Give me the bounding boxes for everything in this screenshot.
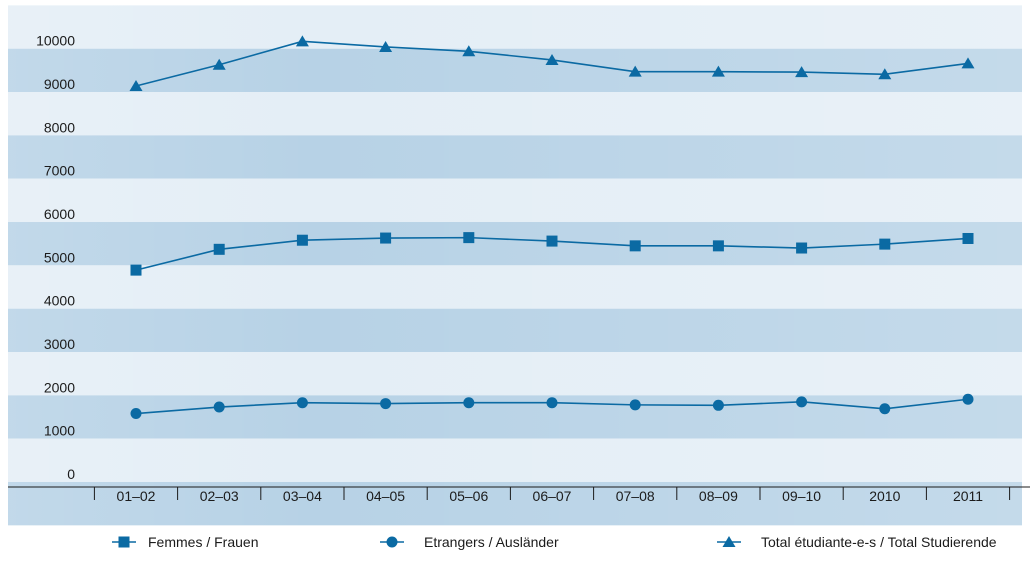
y-axis-tick-labels: 0 1000 2000 3000 4000 5000 6000 7000 8000 9000 100… <box>36 33 75 482</box>
data-point-circle <box>546 397 558 409</box>
x-tick-label: 08–09 <box>699 488 738 504</box>
data-point-circle <box>712 399 724 411</box>
data-point-triangle <box>295 35 309 47</box>
x-tick-label: 07–08 <box>616 488 655 504</box>
legend-item: Etrangers / Ausländer <box>380 534 559 550</box>
y-tick-label: 5000 <box>44 249 75 265</box>
x-tick-label: 04–05 <box>366 488 405 504</box>
y-tick-label: 8000 <box>44 119 75 135</box>
x-tick-label: 05–06 <box>449 488 488 504</box>
legend: Femmes / Frauen Etrangers / Ausländer Tota… <box>112 534 997 550</box>
data-point-square <box>879 238 891 250</box>
data-point-circle <box>796 396 808 408</box>
data-point-square <box>712 240 724 252</box>
data-point-triangle <box>545 53 559 65</box>
data-point-circle <box>629 399 641 411</box>
legend-item: Femmes / Frauen <box>112 534 258 550</box>
x-tick-label: 03–04 <box>283 488 322 504</box>
legend-item: Total étudiante-e-s / Total Studierende <box>717 534 997 550</box>
y-tick-label: 10000 <box>36 33 75 49</box>
legend-marker-triangle-icon <box>722 536 736 547</box>
data-point-square <box>213 243 225 255</box>
data-point-circle <box>296 397 308 409</box>
data-point-circle <box>463 397 475 409</box>
y-tick-label: 7000 <box>44 163 75 179</box>
y-tick-label: 6000 <box>44 206 75 222</box>
data-point-circle <box>380 398 392 410</box>
data-point-triangle <box>961 57 975 69</box>
legend-label: Total étudiante-e-s / Total Studierende <box>761 534 997 550</box>
data-point-triangle <box>129 79 143 91</box>
x-tick-label: 2010 <box>869 488 900 504</box>
data-point-square <box>796 242 808 254</box>
data-point-square <box>546 235 558 247</box>
legend-marker-square-icon <box>118 536 130 548</box>
data-point-square <box>463 232 475 244</box>
data-point-triangle <box>462 45 476 57</box>
x-tick-label: 02–03 <box>200 488 239 504</box>
legend-marker-circle-icon <box>386 536 398 548</box>
data-point-circle <box>879 403 891 415</box>
data-point-circle <box>962 393 974 405</box>
x-tick-label: 2011 <box>953 488 983 504</box>
y-tick-label: 1000 <box>44 423 75 439</box>
data-point-circle <box>130 408 142 420</box>
data-point-square <box>962 232 974 244</box>
y-tick-label: 9000 <box>44 76 75 92</box>
y-tick-label: 4000 <box>44 293 75 309</box>
legend-label: Etrangers / Ausländer <box>424 534 559 550</box>
y-tick-label: 3000 <box>44 336 75 352</box>
y-tick-label: 2000 <box>44 379 75 395</box>
data-point-square <box>130 264 142 276</box>
series-markers <box>129 35 975 420</box>
x-tick-label: 01–02 <box>117 488 156 504</box>
data-point-square <box>629 240 641 252</box>
legend-label: Femmes / Frauen <box>148 534 258 550</box>
data-point-square <box>380 232 392 244</box>
x-tick-label: 06–07 <box>533 488 572 504</box>
data-point-triangle <box>795 66 809 78</box>
data-point-circle <box>213 401 225 413</box>
band-sheen <box>8 5 1022 526</box>
data-point-triangle <box>379 40 393 52</box>
data-point-triangle <box>212 58 226 70</box>
data-point-triangle <box>628 65 642 77</box>
x-axis: 01–02 02–03 03–04 04–05 05–06 06–07 07–08 08–09… <box>8 486 1030 504</box>
x-tick-label: 09–10 <box>782 488 821 504</box>
background-bands <box>8 5 1022 526</box>
data-point-square <box>296 234 308 246</box>
data-point-triangle <box>711 65 725 77</box>
y-tick-label: 0 <box>67 466 75 482</box>
data-point-triangle <box>878 68 892 80</box>
